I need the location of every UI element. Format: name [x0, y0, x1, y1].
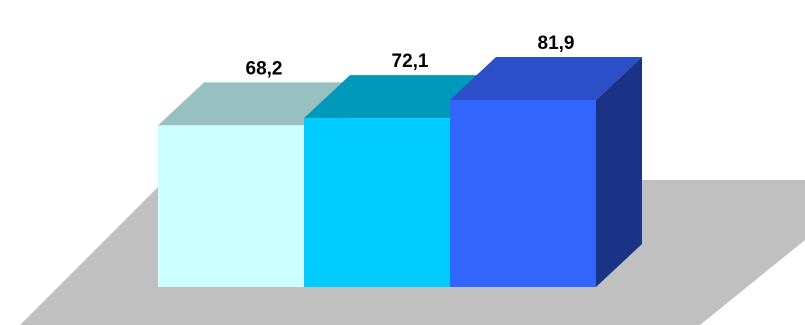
bar-3-value-label: 81,9 — [538, 33, 575, 54]
bar-1-value-label: 68,2 — [246, 58, 283, 79]
bar-2-top — [304, 75, 496, 119]
bar-2-value-label: 72,1 — [392, 51, 429, 72]
bar-1-top — [158, 82, 350, 126]
bar-2-front — [304, 118, 450, 287]
bar-3 — [450, 57, 642, 287]
bar-3-front — [450, 100, 596, 287]
bar-3-side — [596, 57, 642, 287]
chart-bars-layer — [158, 57, 642, 287]
bar-3-top — [450, 57, 642, 100]
bar-1-front — [158, 125, 304, 287]
chart-labels-layer: 68,2 72,1 81,9 — [246, 33, 575, 79]
